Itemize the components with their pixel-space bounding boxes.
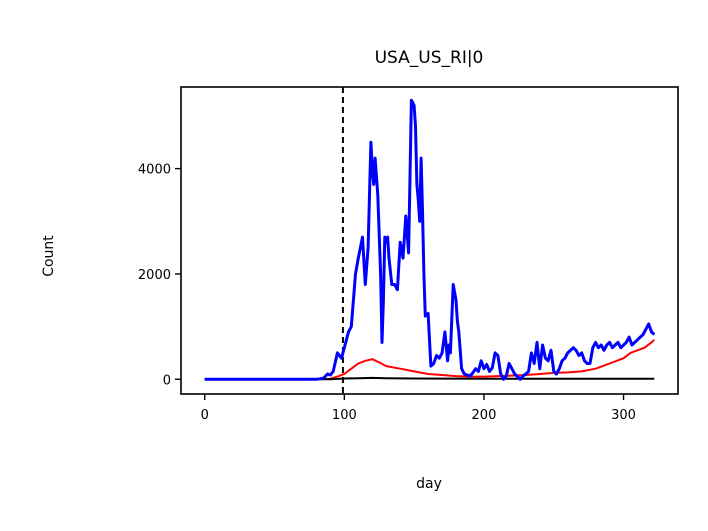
plot-area xyxy=(204,87,656,394)
y-axis-ticks: 0 2000 4000 xyxy=(138,163,181,388)
x-axis-ticks: 0 100 200 300 xyxy=(201,394,636,423)
x-tick-label: 0 xyxy=(201,408,209,423)
x-tick-label: 200 xyxy=(472,408,497,423)
x-tick-label: 100 xyxy=(332,408,357,423)
y-tick-label: 4000 xyxy=(138,163,171,178)
x-tick-label: 300 xyxy=(611,408,636,423)
y-axis-label: Count xyxy=(41,235,57,277)
chart-title: USA_US_RI|0 xyxy=(375,48,484,68)
series-blue-line xyxy=(204,98,656,381)
axes-frame xyxy=(180,86,679,395)
series-black-line xyxy=(204,376,655,381)
y-tick-label: 2000 xyxy=(138,268,171,283)
x-axis-label: day xyxy=(416,476,442,492)
y-tick-label: 0 xyxy=(163,373,171,388)
